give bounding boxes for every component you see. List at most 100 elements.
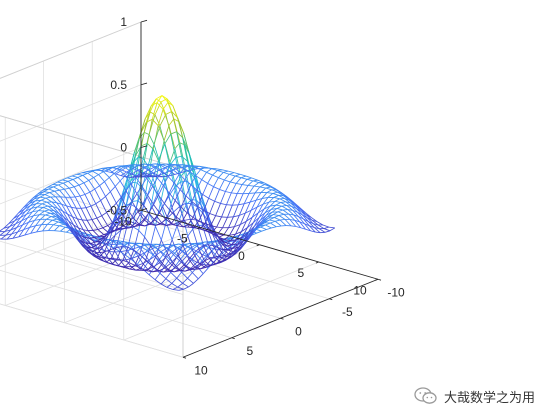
- mesh-line: [109, 235, 116, 250]
- mesh-line: [280, 218, 286, 221]
- mesh-line: [215, 233, 223, 245]
- mesh-line: [103, 241, 110, 253]
- mesh-line: [312, 223, 320, 229]
- mesh-line: [148, 149, 154, 177]
- mesh-line: [118, 169, 126, 176]
- mesh-line: [190, 184, 198, 191]
- mesh-line: [148, 114, 156, 135]
- mesh-line: [144, 236, 151, 247]
- mesh-line: [206, 257, 213, 266]
- mesh-line: [293, 214, 299, 218]
- mesh-line: [21, 217, 28, 222]
- mesh-line: [128, 223, 136, 229]
- mesh-line: [108, 177, 116, 187]
- mesh-line: [82, 229, 90, 239]
- mesh-line: [218, 177, 225, 181]
- mesh-line: [125, 190, 133, 202]
- mesh-line: [217, 233, 224, 236]
- mesh-line: [91, 247, 98, 250]
- mesh-line: [114, 180, 121, 187]
- mesh-line: [108, 235, 116, 242]
- mesh-line: [189, 171, 196, 177]
- mesh-line: [33, 210, 39, 217]
- mesh-line: [164, 259, 171, 267]
- mesh-line: [298, 216, 305, 225]
- mesh-line: [123, 241, 130, 244]
- mesh-line: [137, 252, 145, 257]
- mesh-line: [187, 228, 194, 237]
- mesh-line: [113, 169, 120, 174]
- mesh-line: [281, 205, 288, 210]
- mesh-line: [30, 203, 37, 207]
- mesh-line: [254, 186, 261, 194]
- mesh-line: [223, 171, 230, 175]
- mesh-line: [197, 194, 205, 207]
- mesh-line: [67, 213, 73, 218]
- mesh-line: [129, 242, 136, 245]
- mesh-line: [156, 102, 164, 110]
- mesh-line: [164, 133, 172, 145]
- mesh-line: [77, 177, 85, 184]
- mesh-line: [26, 211, 33, 215]
- mesh-line: [234, 173, 241, 177]
- grid-line: [0, 115, 184, 170]
- mesh-line: [173, 174, 180, 184]
- mesh-line: [187, 161, 194, 173]
- mesh-line: [154, 279, 162, 285]
- mesh-line: [161, 95, 169, 103]
- mesh-line: [91, 245, 97, 249]
- mesh-line: [11, 231, 18, 235]
- mesh-line: [58, 184, 65, 190]
- mesh-line: [279, 198, 286, 203]
- mesh-line: [247, 184, 255, 187]
- mesh-line: [182, 137, 188, 162]
- mesh-line: [240, 177, 248, 180]
- mesh-line: [174, 270, 181, 273]
- mesh-line: [182, 244, 190, 260]
- mesh-line: [67, 177, 74, 180]
- mesh-line: [245, 209, 252, 214]
- mesh-line: [170, 133, 176, 158]
- mesh-line: [196, 189, 203, 195]
- mesh-line: [162, 263, 169, 270]
- mesh-line: [152, 270, 159, 273]
- mesh-line: [186, 255, 193, 260]
- mesh-line: [117, 260, 124, 267]
- mesh-line: [228, 216, 234, 228]
- mesh-line: [83, 237, 91, 244]
- mesh-line: [168, 248, 175, 254]
- mesh-line: [170, 257, 177, 264]
- mesh-line: [272, 193, 279, 196]
- mesh-line: [212, 245, 220, 257]
- mesh-line: [308, 221, 315, 228]
- mesh-line: [15, 217, 21, 225]
- mesh-line: [106, 207, 112, 213]
- mesh-line: [266, 189, 272, 193]
- mesh-line: [221, 204, 227, 218]
- mesh-line: [164, 143, 171, 166]
- mesh-line: [54, 190, 61, 198]
- mesh-line: [306, 217, 314, 224]
- mesh-line: [196, 261, 202, 265]
- mesh-line: [165, 111, 172, 115]
- mesh-line: [159, 164, 166, 169]
- mesh-line: [126, 171, 132, 175]
- mesh-line: [251, 212, 259, 218]
- mesh-line: [57, 181, 64, 184]
- mesh-line: [53, 186, 60, 191]
- mesh-line: [172, 222, 179, 226]
- mesh-line: [256, 203, 264, 208]
- mesh-line: [45, 196, 51, 199]
- mesh-line: [147, 174, 153, 178]
- mesh-line: [277, 211, 285, 215]
- mesh-line: [67, 181, 75, 188]
- mesh-line: [12, 231, 19, 239]
- mesh-line: [105, 191, 111, 197]
- mesh-line: [28, 215, 34, 223]
- mesh-line: [50, 196, 58, 204]
- mesh-line: [213, 177, 219, 187]
- mesh-line: [177, 286, 184, 290]
- mesh-line: [53, 224, 60, 227]
- mesh-line: [82, 174, 90, 181]
- mesh-line: [195, 253, 203, 262]
